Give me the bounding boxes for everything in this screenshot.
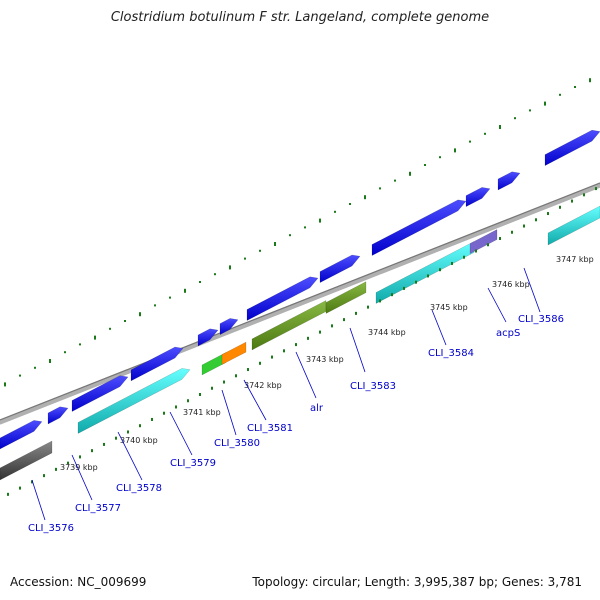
- label-leader: [487, 287, 507, 323]
- kbp-ruler: 3739 kbp 3740 kbp 3741 kbp 3742 kbp 3743 kbp…: [7, 187, 597, 496]
- ruler-label: 3744 kbp: [368, 328, 406, 337]
- topology-text: Topology: circular; Length: 3,995,387 bp…: [252, 575, 582, 589]
- cds-arrow: [544, 129, 600, 167]
- cds-arrow: [246, 276, 319, 321]
- gene-label: CLI_3577: [75, 503, 121, 514]
- orange-feature: [221, 341, 247, 365]
- label-leader: [31, 479, 46, 521]
- gene-label: CLI_3584: [428, 348, 474, 359]
- cds-arrow: [47, 406, 69, 425]
- label-leader: [71, 454, 93, 501]
- gene-label: CLI_3578: [116, 483, 162, 494]
- label-leader: [117, 431, 143, 481]
- gene-label: acpS: [496, 328, 520, 339]
- label-leader: [295, 351, 317, 399]
- cds-arrow: [371, 199, 467, 256]
- label-leader: [431, 309, 447, 346]
- label-leader: [169, 411, 193, 456]
- gene-label: CLI_3581: [247, 423, 293, 434]
- genome-backbone: [0, 182, 600, 425]
- ruler-label: 3739 kbp: [60, 463, 98, 472]
- ruler-label: 3740 kbp: [120, 436, 158, 445]
- cyan-feature: [547, 205, 600, 246]
- cds-arrow: [0, 420, 43, 450]
- cyan-feature: [375, 241, 475, 304]
- gene-label: CLI_3586: [518, 314, 564, 325]
- gene-label: CLI_3579: [170, 458, 216, 469]
- gene-label: CLI_3583: [350, 381, 396, 392]
- ruler-label: 3745 kbp: [430, 303, 468, 312]
- cds-arrow: [319, 254, 361, 284]
- cds-arrow: [219, 318, 239, 336]
- green-feature: [201, 352, 227, 376]
- label-leader: [243, 379, 267, 421]
- label-leader: [221, 389, 237, 436]
- label-leader: [523, 267, 541, 313]
- gene-label: CLI_3580: [214, 438, 260, 449]
- ruler-label: 3742 kbp: [244, 381, 282, 390]
- ruler-label: 3741 kbp: [183, 408, 221, 417]
- backbone-line: [0, 182, 600, 425]
- feature-tracks: [0, 129, 600, 481]
- backbone-edge: [0, 182, 600, 421]
- label-leader: [349, 327, 366, 373]
- ruler-label: 3747 kbp: [556, 255, 594, 264]
- cds-arrow: [130, 346, 184, 382]
- cds-arrow: [197, 328, 219, 347]
- olive-feature: [325, 281, 367, 314]
- ruler-label: 3743 kbp: [306, 355, 344, 364]
- accession-text: Accession: NC_009699: [10, 575, 147, 589]
- outer-gc-track: [4, 78, 591, 387]
- purple-feature: [469, 229, 498, 255]
- ruler-label: 3746 kbp: [492, 280, 530, 289]
- gene-label: CLI_3576: [28, 523, 74, 534]
- cds-arrow: [497, 171, 521, 191]
- cyan-feature: [77, 368, 191, 434]
- map-title: Clostridium botulinum F str. Langeland, …: [110, 10, 490, 25]
- gray-feature: [0, 440, 53, 481]
- cds-arrow: [71, 375, 129, 412]
- cds-arrow: [465, 187, 491, 208]
- gene-label: alr: [310, 403, 324, 414]
